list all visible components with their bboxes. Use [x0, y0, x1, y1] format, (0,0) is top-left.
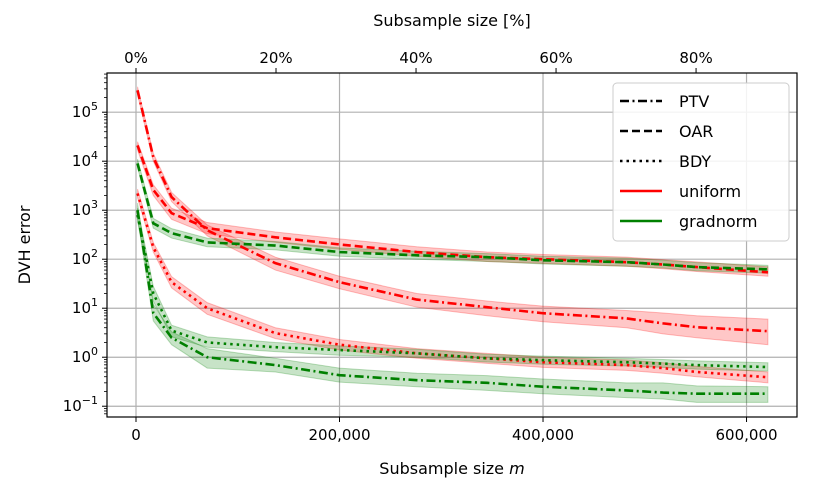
- y-tick-label: 102: [72, 247, 98, 268]
- grid: [107, 73, 797, 417]
- ticks: 0 200,000 400,000 600,000 0% 20% 40% 60% 80% 105 1…: [63, 49, 778, 444]
- legend-box: [612, 82, 790, 242]
- y-tick-label: 100: [72, 345, 98, 366]
- x-tick-label: 600,000: [716, 426, 778, 444]
- series-lines: [136, 89, 768, 396]
- y-tick-label: 105: [72, 100, 98, 121]
- top-x-tick-label: 20%: [259, 49, 292, 67]
- top-x-axis-label: Subsample size [%]: [373, 11, 531, 30]
- y-tick-label: 101: [72, 296, 98, 317]
- x-tick-label: 0: [131, 426, 141, 444]
- y-tick-label: 104: [72, 149, 98, 170]
- top-x-tick-label: 40%: [399, 49, 432, 67]
- y-tick-label: 10−1: [63, 394, 98, 415]
- legend-label-bdy: BDY: [679, 152, 711, 171]
- legend-label-ptv: PTV: [679, 92, 709, 111]
- legend-label-gradnorm: gradnorm: [679, 212, 758, 231]
- legend-label-uniform: uniform: [679, 182, 741, 201]
- band-gradnorm-bdy: [137, 208, 769, 372]
- top-x-tick-label: 60%: [539, 49, 572, 67]
- band-uniform-ptv: [137, 86, 769, 346]
- x-tick-label: 200,000: [308, 426, 370, 444]
- band-gradnorm-ptv: [137, 202, 769, 403]
- band-uniform-bdy: [137, 188, 769, 384]
- legend-label-oar: OAR: [679, 122, 713, 141]
- legend: PTV OAR BDY uniform gradnorm: [612, 82, 790, 242]
- top-x-tick-label: 80%: [679, 49, 712, 67]
- band-uniform-oar: [137, 141, 769, 277]
- y-axis-label: DVH error: [15, 205, 34, 284]
- y-tick-label: 103: [72, 198, 98, 219]
- top-x-tick-label: 0%: [124, 49, 148, 67]
- x-tick-label: 400,000: [512, 426, 574, 444]
- plot-frame: [106, 72, 798, 418]
- band-gradnorm-oar: [137, 159, 769, 274]
- bands: [137, 86, 769, 403]
- x-axis-label: Subsample size m: [379, 459, 524, 478]
